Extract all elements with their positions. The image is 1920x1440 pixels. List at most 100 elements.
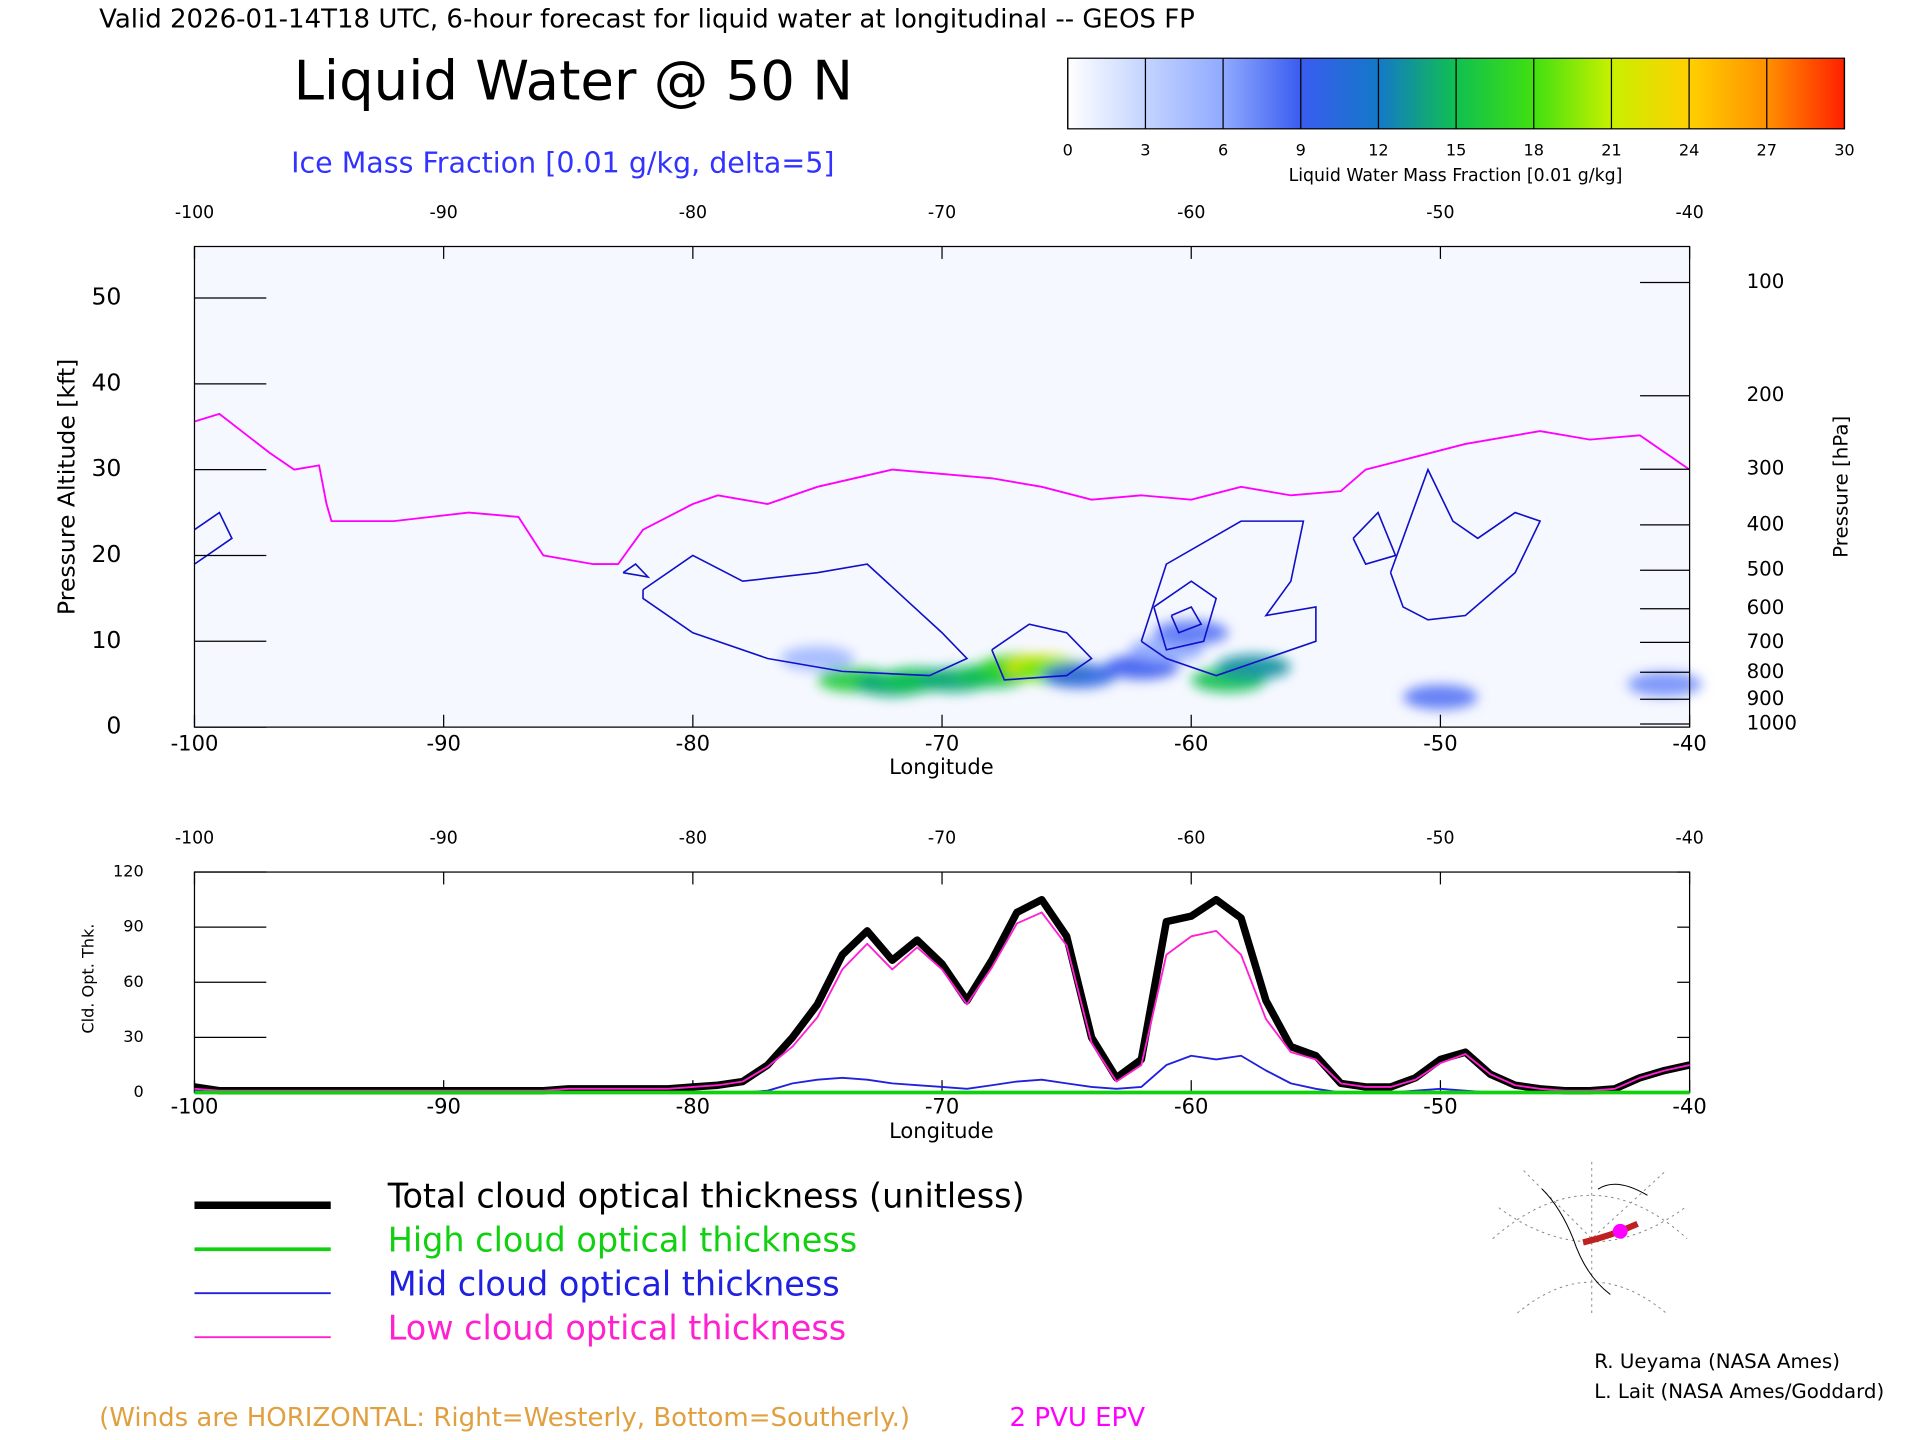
x-tick-label: -90: [426, 730, 460, 755]
x-tick-label: -70: [925, 1093, 959, 1118]
colorbar-tick-label: 24: [1679, 141, 1699, 160]
y2-tick-label: 200: [1747, 383, 1785, 406]
x-tick-label: -100: [171, 1093, 219, 1118]
x-top-tick-label: -50: [1426, 203, 1454, 223]
chart-title: Liquid Water @ 50 N: [294, 48, 853, 112]
x-tick-label: -60: [1174, 730, 1208, 755]
y-tick-label: 50: [91, 282, 121, 310]
legend-label: Mid cloud optical thickness: [388, 1264, 840, 1303]
plot-frame: [193, 871, 1691, 1094]
ice-contour: [642, 554, 969, 677]
ice-contour: [1140, 520, 1317, 677]
colorbar-label: Liquid Water Mass Fraction [0.01 g/kg]: [1289, 166, 1623, 186]
x-top-tick-label: -80: [679, 829, 707, 849]
x-tick-label: -70: [925, 730, 959, 755]
ice-contour: [1153, 580, 1218, 651]
x-tick-label: -80: [676, 1093, 710, 1118]
x-axis-label: Longitude: [889, 754, 994, 779]
colorbar-tick-label: 27: [1757, 141, 1777, 160]
y-axis-label: Cld. Opt. Thk.: [79, 924, 98, 1034]
x-top-tick-label: -60: [1177, 829, 1205, 849]
y-tick-label: 30: [91, 454, 121, 482]
y2-tick-label: 1000: [1747, 712, 1797, 735]
y-axis-label: Pressure Altitude [kft]: [53, 359, 81, 615]
x-top-tick-label: -40: [1675, 829, 1703, 849]
y-tick-label: 20: [91, 540, 121, 568]
y2-tick-label: 800: [1747, 660, 1785, 683]
colorbar-tick-label: 18: [1524, 141, 1544, 160]
y2-tick-label: 100: [1747, 270, 1785, 293]
colorbar-tick-label: 9: [1296, 141, 1306, 160]
liquid-water-cell: [1216, 654, 1291, 680]
x-top-tick-label: -100: [175, 829, 214, 849]
epv-legend: 2 PVU EPV: [1010, 1403, 1146, 1433]
y-tick-label: 0: [106, 712, 121, 740]
legend-label: High cloud optical thickness: [388, 1220, 857, 1259]
x-tick-label: -40: [1672, 730, 1706, 755]
y-tick-label: 40: [91, 368, 121, 396]
x-top-tick-label: -40: [1675, 203, 1703, 223]
x-top-tick-label: -70: [928, 203, 956, 223]
liquid-water-field: [780, 620, 1702, 710]
y-tick-label: 30: [123, 1027, 143, 1046]
x-tick-label: -90: [426, 1093, 460, 1118]
y2-axis-label: Pressure [hPa]: [1829, 416, 1852, 558]
colorbar-tick-label: 0: [1063, 141, 1073, 160]
x-tick-label: -50: [1423, 1093, 1457, 1118]
ice-contour: [1170, 605, 1203, 634]
y-tick-label: 60: [123, 972, 143, 991]
series-line: [193, 895, 1691, 1095]
x-tick-label: -80: [676, 730, 710, 755]
credit: R. Ueyama (NASA Ames): [1594, 1350, 1840, 1373]
colorbar-tick-label: 21: [1601, 141, 1621, 160]
y2-tick-label: 900: [1747, 687, 1785, 710]
legend-label: Total cloud optical thickness (unitless): [387, 1176, 1025, 1215]
x-top-tick-label: -90: [430, 203, 458, 223]
epv-line: [194, 412, 1691, 566]
y2-tick-label: 500: [1747, 558, 1785, 581]
y-tick-label: 10: [91, 626, 121, 654]
legend-label: Low cloud optical thickness: [388, 1308, 846, 1347]
x-tick-label: -100: [171, 730, 219, 755]
ice-contour: [622, 563, 651, 579]
credit: L. Lait (NASA Ames/Goddard): [1594, 1380, 1884, 1403]
y-tick-label: 120: [113, 862, 144, 881]
x-top-tick-label: -60: [1177, 203, 1205, 223]
x-tick-label: -40: [1672, 1093, 1706, 1118]
x-top-tick-label: -80: [679, 203, 707, 223]
liquid-water-cell: [1041, 663, 1117, 689]
colorbar-tick-label: 12: [1368, 141, 1388, 160]
x-tick-label: -50: [1423, 730, 1457, 755]
ice-contour: [991, 623, 1093, 681]
x-axis-label: Longitude: [889, 1118, 994, 1143]
liquid-water-cell: [1627, 671, 1702, 697]
y-tick-label: 90: [123, 917, 143, 936]
x-top-tick-label: -50: [1426, 829, 1454, 849]
ice-contour: [194, 511, 233, 565]
colorbar-tick-label: 30: [1834, 141, 1854, 160]
x-top-tick-label: -90: [430, 829, 458, 849]
y2-tick-label: 700: [1747, 630, 1785, 653]
colorbar-tick-label: 3: [1140, 141, 1150, 160]
subtitle: Ice Mass Fraction [0.01 g/kg, delta=5]: [291, 147, 834, 180]
x-tick-label: -60: [1174, 1093, 1208, 1118]
y2-tick-label: 400: [1747, 512, 1785, 535]
series-line: [194, 911, 1690, 1092]
ice-contour: [1352, 511, 1397, 566]
header: Valid 2026-01-14T18 UTC, 6-hour forecast…: [99, 4, 1195, 34]
x-top-tick-label: -70: [928, 829, 956, 849]
winds-note: (Winds are HORIZONTAL: Right=Westerly, B…: [99, 1403, 910, 1433]
liquid-water-cell: [1154, 620, 1229, 646]
ice-contour: [1389, 467, 1542, 621]
liquid-water-cell: [1403, 684, 1478, 710]
plot-background: [194, 246, 1690, 728]
colorbar-tick-label: 6: [1218, 141, 1228, 160]
colorbar-tick-label: 15: [1446, 141, 1466, 160]
y2-tick-label: 300: [1747, 457, 1785, 480]
x-top-tick-label: -100: [175, 203, 214, 223]
map-inset: [1492, 1161, 1688, 1314]
y-tick-label: 0: [133, 1082, 143, 1101]
y2-tick-label: 600: [1747, 596, 1785, 619]
